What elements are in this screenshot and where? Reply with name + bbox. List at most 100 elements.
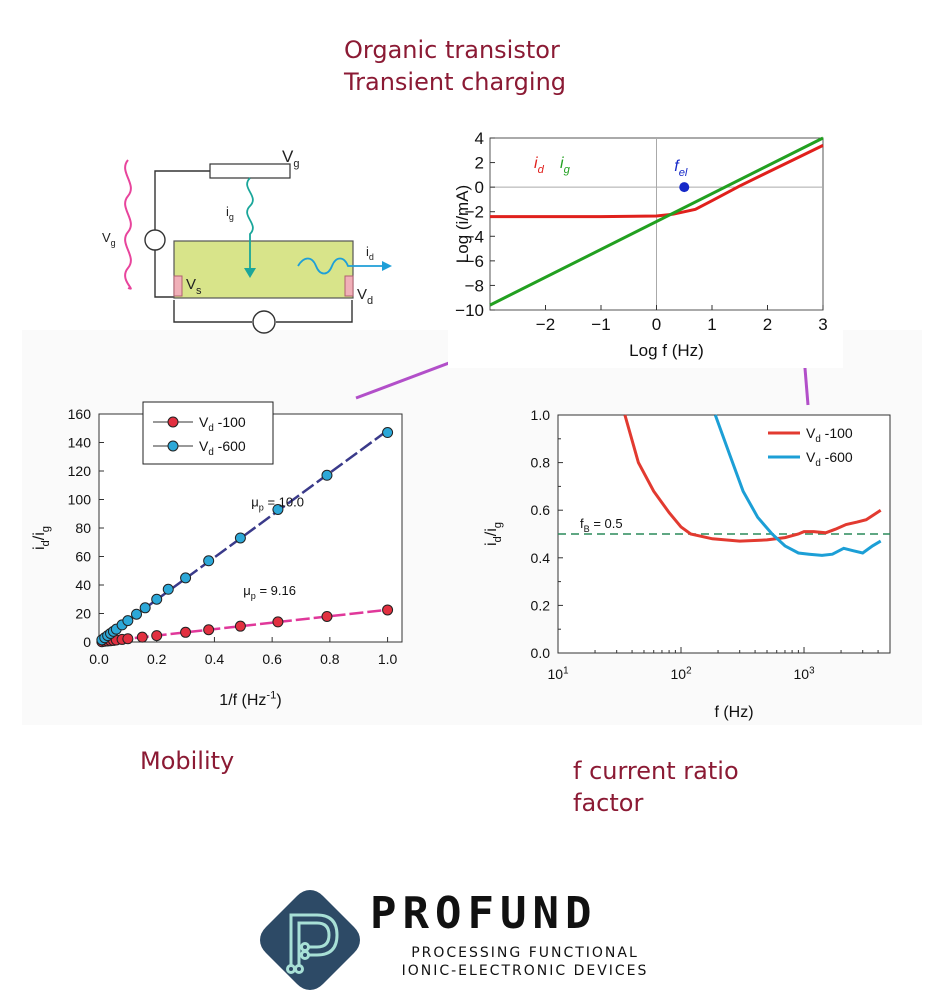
chart2-xtick-label: 0.8 — [320, 651, 340, 667]
chart1-series-ig — [489, 136, 824, 307]
chart2-ytick-label: 120 — [68, 463, 92, 479]
chart2-point-1 — [139, 602, 151, 614]
chart2-point-1 — [131, 608, 143, 620]
chart1-series-id — [490, 144, 824, 219]
logo-tagline-2: IONIC-ELECTRONIC DEVICES — [401, 963, 649, 979]
chart2-ytick-label: 100 — [68, 492, 92, 508]
chart1-xtick-label: 2 — [763, 315, 772, 334]
vg-top-label: Vg — [282, 147, 299, 170]
chart2-xtick-label: 0.6 — [262, 651, 282, 667]
chart1-xtick-label: 3 — [818, 315, 827, 334]
chart2-point-0 — [321, 610, 333, 622]
chart1-ytick-label: −6 — [465, 252, 484, 271]
caption-ratio-line-1: f current ratio — [573, 757, 739, 785]
chart2-legend-marker — [167, 440, 179, 452]
gate-current-arrow — [246, 177, 254, 272]
chart3-xtick-label-2: 103 — [794, 665, 816, 682]
caption-ratio-line-2: factor — [573, 789, 644, 817]
chart2-point-1 — [122, 615, 134, 627]
chart1-legend-ig: ig — [560, 155, 571, 176]
chart3-ytick-label: 1.0 — [531, 407, 551, 423]
gate-wire — [154, 170, 210, 230]
chart3-ytick-label: 0.8 — [531, 455, 551, 471]
title-line-1: Organic transistor — [344, 36, 560, 64]
chart3-xlabel: f (Hz) — [714, 704, 753, 721]
chart1-xlabel: Log f (Hz) — [629, 341, 704, 360]
logo-wordmark: PROFUND — [370, 888, 598, 939]
chart2-legend-label-0: Vd -100 — [199, 414, 246, 434]
chart2-point-1 — [234, 532, 246, 544]
gate-electrode — [209, 163, 291, 179]
caption-ratio: f current ratio factor — [573, 755, 739, 819]
chart2-point-1 — [321, 469, 333, 481]
chart1-ytick-label: 4 — [475, 129, 484, 148]
chart1-ytick-label: −8 — [465, 276, 484, 295]
chart2-ytick-label: 80 — [75, 520, 91, 536]
page-title: Organic transistor Transient charging — [344, 34, 566, 98]
title-line-2: Transient charging — [344, 68, 567, 96]
profund-logo-icon — [260, 890, 360, 990]
chart1-ytick-label: −10 — [455, 301, 484, 320]
chart1-xtick-label: 0 — [652, 315, 661, 334]
vs-label: Vs — [186, 276, 202, 297]
chart2-ytick-label: 60 — [75, 549, 91, 565]
chart1-xtick-label: 1 — [707, 315, 716, 334]
chart1-ytick-label: −2 — [465, 203, 484, 222]
chart2-legend-box — [142, 401, 274, 465]
current-ratio-chart: 0.0 0.2 0.4 0.6 0.8 1.0 101 102 103 f (Hz) id/ig fB… — [483, 407, 891, 721]
chart2-xtick-label: 0.4 — [205, 651, 225, 667]
chart1-xtick-label: −2 — [536, 315, 555, 334]
chart3-series-1 — [713, 414, 882, 557]
gate-current-arrowhead — [244, 268, 256, 278]
drain-source-icon — [252, 310, 276, 334]
chart1-legend-id: id — [534, 155, 545, 176]
chart2-point-0 — [180, 626, 192, 638]
chart2-point-1 — [272, 503, 284, 515]
chart2-mobility-annotation-0: μp = 10.0 — [251, 495, 304, 513]
transistor-circuit-diagram: Vg ig Vg id Vs Vd — [102, 147, 392, 334]
chart2-xtick-label: 0.0 — [89, 651, 109, 667]
chart3-ytick-label: 0.6 — [531, 502, 551, 518]
mobility-chart: 0 20 40 60 80 100 120 140 160 0.0 0.2 0.4 0.6 0.8 1.0 1… — [31, 401, 403, 709]
chart3-ytick-label: 0.0 — [531, 645, 551, 661]
chart2-xtick-label: 1.0 — [378, 651, 398, 667]
chart3-xtick-label-1: 102 — [670, 665, 691, 682]
chart2-point-0 — [151, 630, 163, 642]
chart2-ytick-label: 40 — [75, 577, 91, 593]
chart1-ylabel: Log (i/mA) — [453, 185, 472, 263]
ac-wave-icon — [124, 159, 132, 290]
ac-source-icon — [144, 229, 166, 251]
chart3-ylabel: id/ig — [483, 522, 504, 546]
chart2-point-1 — [180, 572, 192, 584]
chart3-legend-label-0: Vd -100 — [806, 425, 853, 445]
chart1-ytick-label: −4 — [465, 227, 484, 246]
chart2-legend-label-1: Vd -600 — [199, 438, 246, 458]
chart2-xtick-label: 0.2 — [147, 651, 167, 667]
chart2-ytick-label: 140 — [68, 435, 92, 451]
chart2-ytick-label: 20 — [75, 606, 91, 622]
chart2-point-0 — [136, 631, 148, 643]
chart3-ytick-label: 0.2 — [531, 597, 551, 613]
chart1-ytick-label: 2 — [475, 154, 484, 173]
chart1-xtick-label: −1 — [591, 315, 610, 334]
chart2-point-0 — [203, 624, 215, 636]
source-contact — [173, 275, 183, 297]
ig-label: ig — [226, 204, 234, 222]
chart1-fel-point — [679, 182, 690, 193]
drain-contact — [344, 275, 354, 297]
chart2-point-0 — [234, 620, 246, 632]
chart3-xtick-label-0: 101 — [547, 665, 568, 682]
caption-mobility: Mobility — [140, 747, 235, 775]
semiconductor-channel — [173, 240, 354, 299]
vg-label: Vg — [102, 230, 116, 248]
chart2-point-1 — [151, 593, 163, 605]
chart2-point-1 — [382, 427, 394, 439]
id-label: id — [366, 244, 374, 262]
logo-tagline-1: PROCESSING FUNCTIONAL — [411, 945, 639, 961]
chart2-mobility-annotation-1: μp = 9.16 — [243, 583, 296, 601]
drain-current-arrowhead — [382, 261, 392, 271]
chart3-ytick-label: 0.4 — [531, 550, 551, 566]
chart3-series-0 — [623, 414, 882, 543]
chart1-fel-label: fel — [674, 158, 688, 179]
chart2-point-1 — [162, 583, 174, 595]
